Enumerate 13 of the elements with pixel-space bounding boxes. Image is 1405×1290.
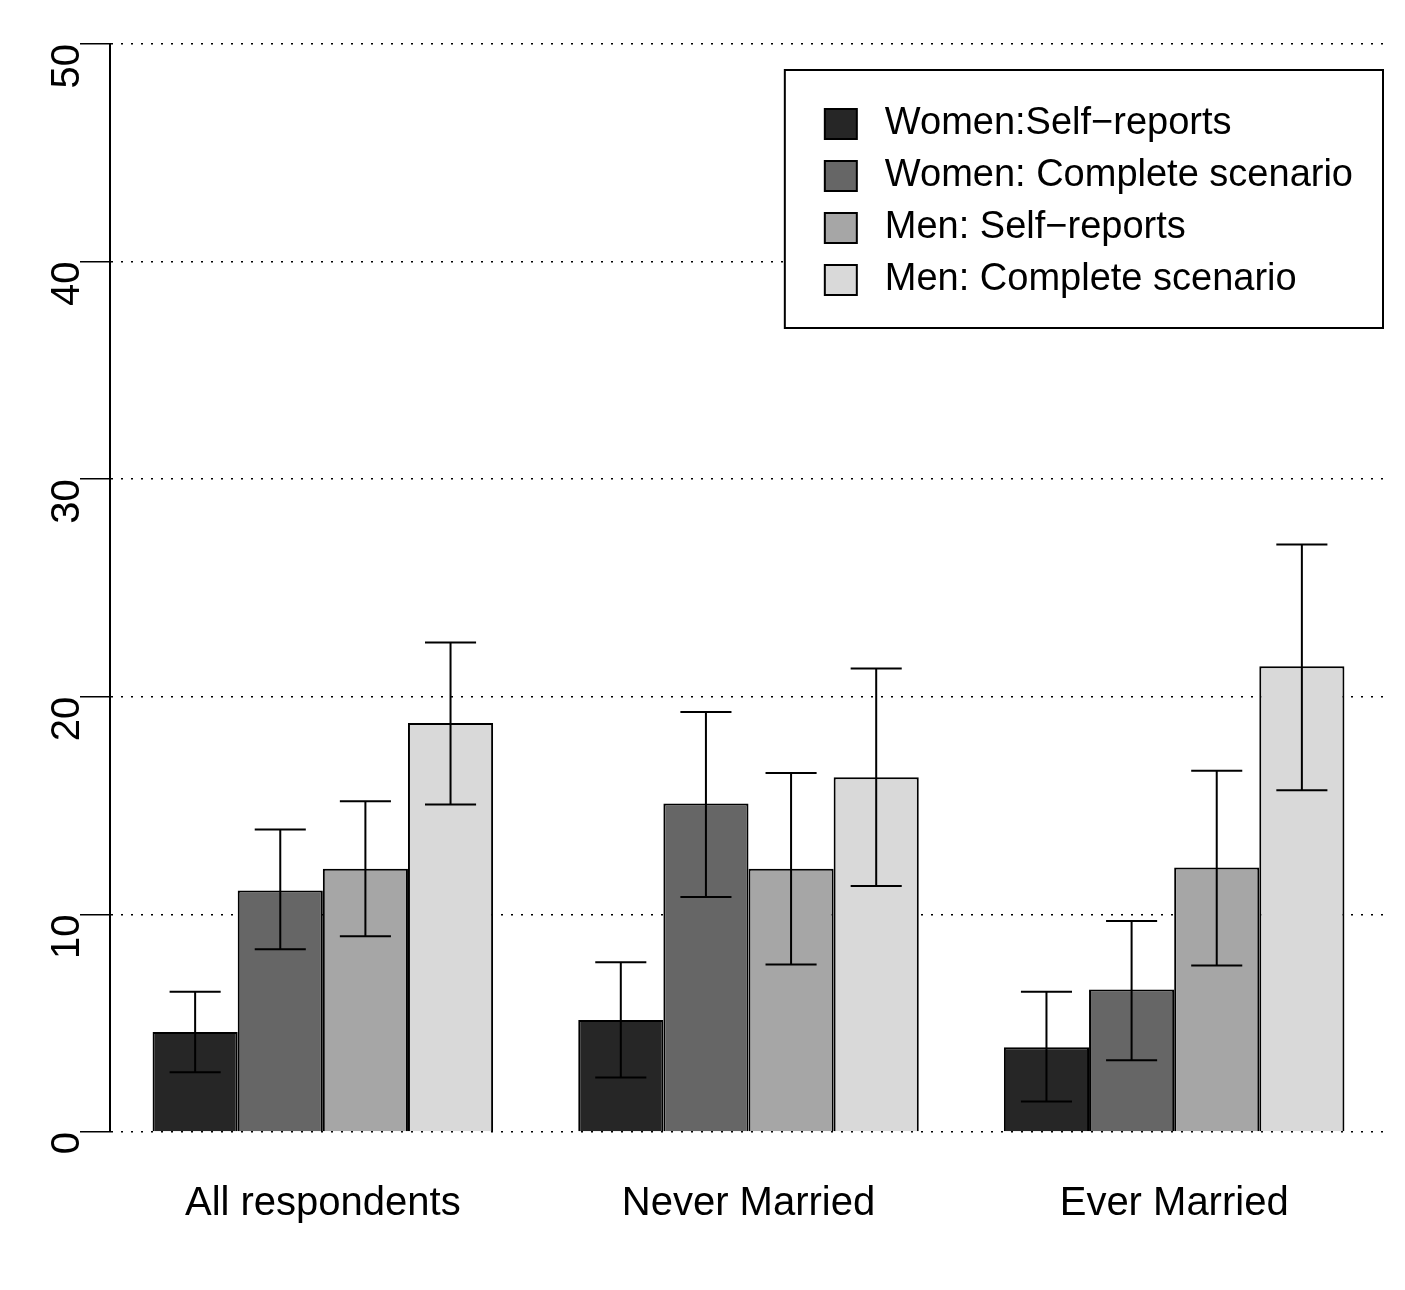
y-tick-label: 50 (43, 44, 88, 89)
y-tick-label: 30 (43, 479, 88, 524)
x-tick-label: Ever Married (1059, 1179, 1289, 1224)
legend-label: Men: Complete scenario (884, 256, 1297, 299)
legend-label: Women: Complete scenario (884, 152, 1353, 195)
x-tick-label: All respondents (184, 1179, 461, 1224)
y-tick-label: 20 (43, 696, 88, 742)
y-tick-label: 10 (43, 914, 88, 959)
legend-label: Women:Self−reports (884, 100, 1232, 143)
y-tick-label: 0 (43, 1132, 88, 1155)
x-tick-label: Never Married (621, 1179, 876, 1224)
y-tick-label: 40 (43, 261, 88, 307)
legend-label: Men: Self−reports (884, 204, 1186, 247)
